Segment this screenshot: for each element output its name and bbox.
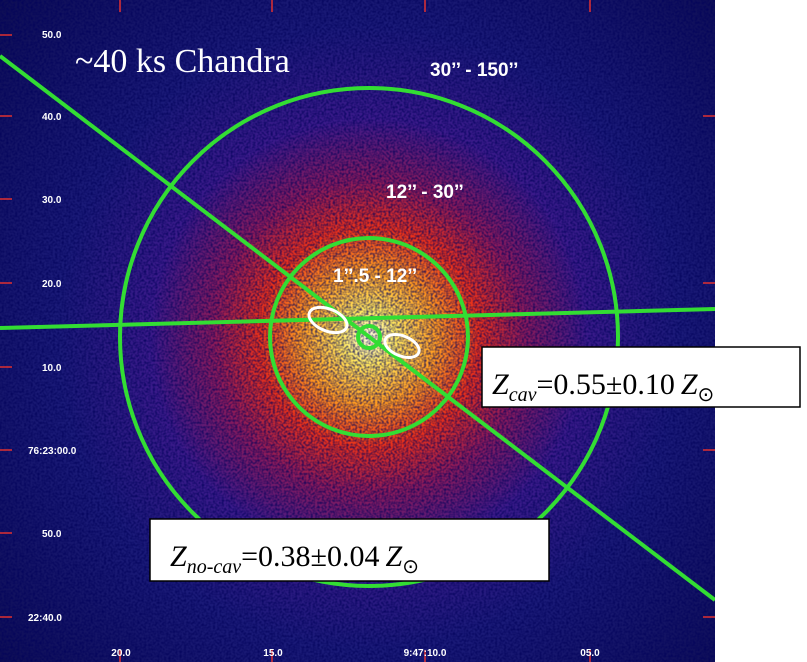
symbol: Z [170,540,187,573]
x-label: 20.0 [111,648,131,659]
y-label: 30.0 [42,195,62,206]
title: ~40 ks Chandra [75,43,290,80]
subscript: no-cav [187,556,242,578]
x-label: 15.0 [263,648,283,659]
region-label: 12’’ - 30’’ [386,182,464,203]
region-label: 1’’.5 - 12’’ [333,266,417,287]
y-label: 76:23:00.0 [28,446,77,457]
y-label: 40.0 [42,112,62,123]
unit-subscript: ⊙ [698,384,715,406]
y-label: 50.0 [42,529,62,540]
subscript: cav [509,384,537,406]
unit-subscript: ⊙ [402,556,419,578]
y-label: 22:40.0 [28,613,62,624]
x-label: 9:47:10.0 [404,648,447,659]
y-label: 10.0 [42,363,62,374]
symbol: Z [492,368,509,401]
y-label: 20.0 [42,279,62,290]
value: =0.55±0.10 [536,368,674,401]
x-label: 05.0 [580,648,600,659]
region-label: 30’’ - 150’’ [430,60,518,81]
y-label: 50.0 [42,30,62,41]
unit: Z [681,368,698,401]
value: =0.38±0.04 [241,540,379,573]
figure: 50.0 40.0 30.0 20.0 10.0 76:23:00.0 50.0… [0,0,807,662]
unit: Z [386,540,403,573]
